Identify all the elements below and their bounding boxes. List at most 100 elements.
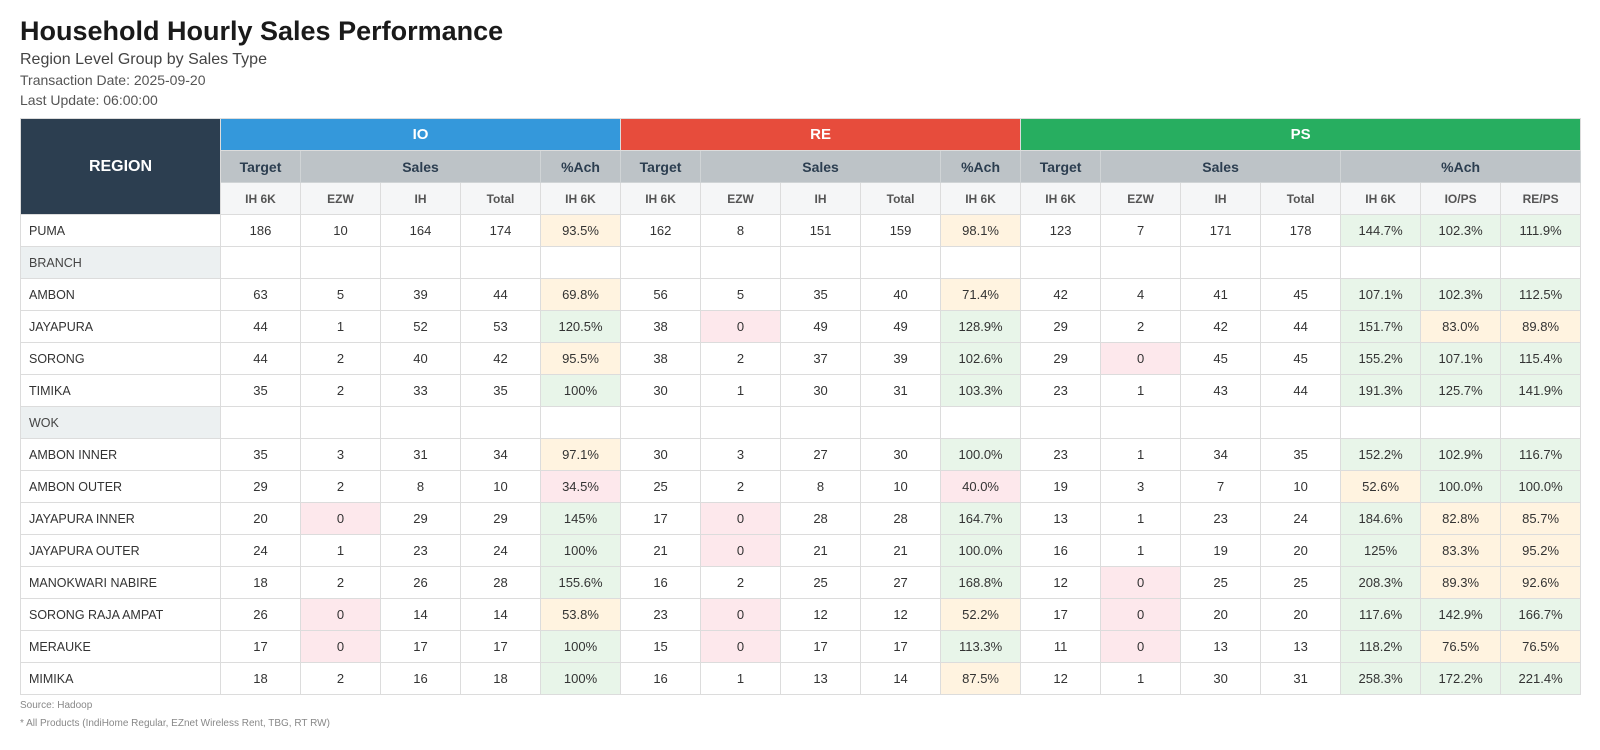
table-cell: 28 [460,566,541,599]
table-cell: 174 [460,214,541,247]
table-cell: 21 [620,534,702,567]
column-header: Total [1260,182,1342,215]
table-cell: 23 [620,598,702,631]
io-target-header: Target [220,150,301,183]
column-header: IH [380,182,461,215]
table-cell: 69.8% [539,278,622,311]
table-cell: 123 [1020,214,1102,247]
table-cell: 13 [1020,502,1102,535]
table-row: AMBON 63 5 39 44 69.8% 56 5 35 40 71.4% 42 4 41 45 107.… [20,278,1582,311]
table-cell: 8 [780,470,862,503]
table-cell: 35 [220,374,301,407]
table-cell: 103.3% [940,374,1022,407]
table-cell: 1 [1100,662,1182,695]
table-cell: 28 [860,502,942,535]
table-cell: 5 [700,278,782,311]
table-cell: 159 [860,214,942,247]
column-header: EZW [1100,182,1182,215]
table-cell: 5 [300,278,381,311]
table-cell: 142.9% [1420,598,1502,631]
region-header: REGION [20,118,221,215]
table-row: AMBON INNER 35 3 31 34 97.1% 30 3 27 30 100.0% 23 1 3… [20,438,1582,471]
table-cell: 53.8% [539,598,622,631]
group-header-io: IO [219,118,622,151]
table-cell [380,406,461,439]
region-name: JAYAPURA [20,310,221,343]
table-cell: 45 [1260,278,1342,311]
table-cell [1100,246,1182,279]
table-cell: 49 [860,310,942,343]
table-cell: 151 [780,214,862,247]
table-cell: 17 [780,630,862,663]
table-row: PUMA 186 10 164 174 93.5% 162 8 151 159 98.1% 123 7 1… [20,214,1582,247]
table-cell [460,246,541,279]
table-cell: 34.5% [539,470,622,503]
table-cell: 95.2% [1500,534,1582,567]
table-cell [1340,246,1422,279]
table-cell: 0 [300,630,381,663]
table-cell: 44 [220,342,301,375]
table-cell: 39 [380,278,461,311]
table-cell: 100.0% [940,438,1022,471]
table-row: AMBON OUTER 29 2 8 10 34.5% 25 2 8 10 40.0% 19 3 7 10 5… [20,470,1582,503]
table-cell: 37 [780,342,862,375]
table-cell: 0 [300,502,381,535]
table-cell [860,246,942,279]
table-cell: 120.5% [539,310,622,343]
table-cell: 13 [1260,630,1342,663]
table-cell: 49 [780,310,862,343]
table-cell: 87.5% [940,662,1022,695]
table-cell [620,406,702,439]
table-cell: 40 [380,342,461,375]
table-cell: 152.2% [1340,438,1422,471]
table-cell: 3 [300,438,381,471]
table-cell: 2 [300,662,381,695]
table-cell: 155.6% [539,566,622,599]
table-cell: 24 [1260,502,1342,535]
column-header: IH 6K [539,182,622,215]
table-cell: 0 [700,630,782,663]
table-cell: 89.3% [1420,566,1502,599]
section-label: WOK [20,406,221,439]
table-cell: 13 [1180,630,1262,663]
table-cell [1020,246,1102,279]
table-cell: 4 [1100,278,1182,311]
table-cell: 29 [1020,310,1102,343]
re-sales-header: Sales [700,150,942,183]
table-cell: 1 [700,662,782,695]
table-cell [1340,406,1422,439]
section-label: BRANCH [20,246,221,279]
table-cell: 100% [539,534,622,567]
table-cell: 3 [1100,470,1182,503]
table-cell: 42 [1180,310,1262,343]
table-cell: 2 [300,470,381,503]
table-cell: 1 [300,534,381,567]
table-cell: 10 [300,214,381,247]
table-cell: 27 [780,438,862,471]
table-cell: 144.7% [1340,214,1422,247]
table-cell: 107.1% [1420,342,1502,375]
table-cell: 43 [1180,374,1262,407]
table-cell: 25 [1180,566,1262,599]
region-name: MIMIKA [20,662,221,695]
table-cell: 164 [380,214,461,247]
table-cell: 117.6% [1340,598,1422,631]
column-header: IH [780,182,862,215]
table-cell: 100% [539,374,622,407]
table-cell: 145% [539,502,622,535]
table-cell: 82.8% [1420,502,1502,535]
column-header: EZW [700,182,782,215]
table-cell: 95.5% [539,342,622,375]
table-cell: 40.0% [940,470,1022,503]
table-cell [940,406,1022,439]
table-cell: 30 [860,438,942,471]
sales-table: REGION IO RE PS Target Sales %Ach Target… [20,118,1582,695]
table-cell: 0 [1100,630,1182,663]
table-cell: 44 [220,310,301,343]
table-cell: 0 [700,598,782,631]
column-header: IH 6K [620,182,702,215]
table-cell: 1 [1100,534,1182,567]
table-cell: 30 [620,374,702,407]
table-cell: 35 [460,374,541,407]
table-cell: 1 [1100,502,1182,535]
